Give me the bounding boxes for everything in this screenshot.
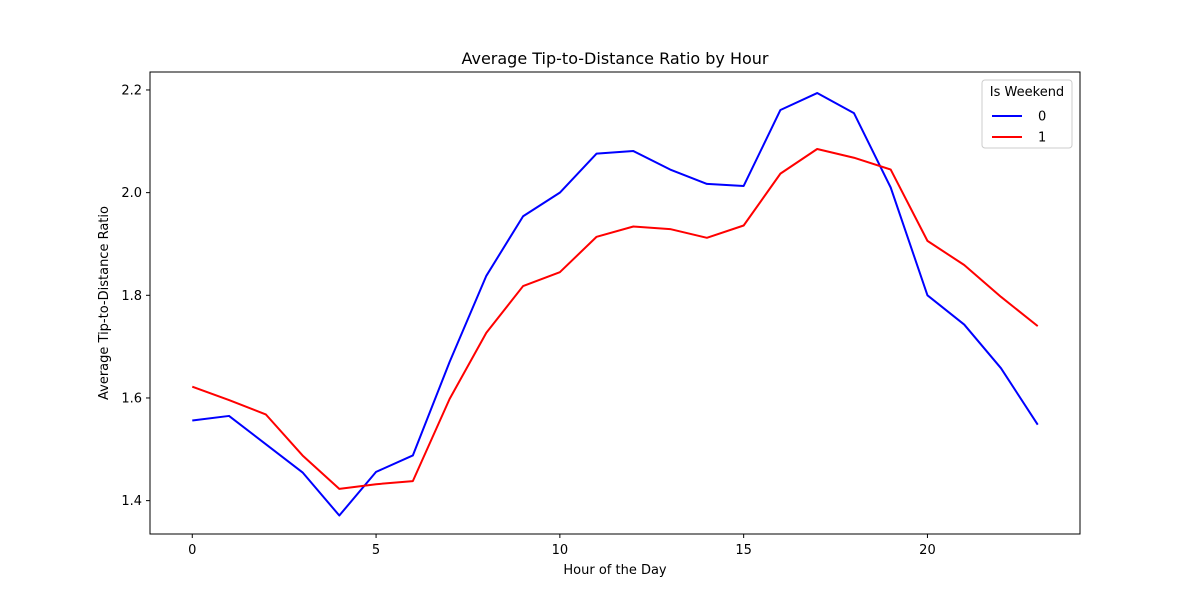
y-axis-label: Average Tip-to-Distance Ratio [97, 206, 112, 400]
legend-items: 01 [992, 110, 1046, 146]
x-axis-label: Hour of the Day [563, 563, 667, 578]
y-tick-label: 1.4 [121, 494, 142, 509]
y-axis: 1.4 1.6 1.8 2.0 2.2 [121, 83, 150, 509]
plot-area [149, 71, 1081, 535]
series-line-1 [191, 148, 1039, 490]
x-tick-label: 0 [188, 543, 196, 558]
y-tick-label: 2.0 [121, 186, 142, 201]
x-tick-label: 10 [552, 543, 569, 558]
legend-title: Is Weekend [990, 85, 1064, 100]
x-tick-label: 20 [919, 543, 936, 558]
y-tick-label: 2.2 [121, 83, 142, 98]
legend-box [981, 79, 1073, 149]
x-axis: 0 5 10 15 20 [188, 534, 936, 558]
series-line-0 [192, 92, 1039, 517]
series-lines [191, 92, 1039, 517]
legend: Is Weekend 01 [981, 79, 1073, 149]
x-tick-label: 5 [372, 543, 380, 558]
y-tick-label: 1.6 [121, 391, 142, 406]
legend-label-0: 0 [1038, 110, 1046, 125]
y-tick-label: 1.8 [121, 289, 142, 304]
x-tick-label: 15 [735, 543, 752, 558]
chart-title: Average Tip-to-Distance Ratio by Hour [461, 49, 768, 68]
legend-label-1: 1 [1038, 131, 1046, 146]
